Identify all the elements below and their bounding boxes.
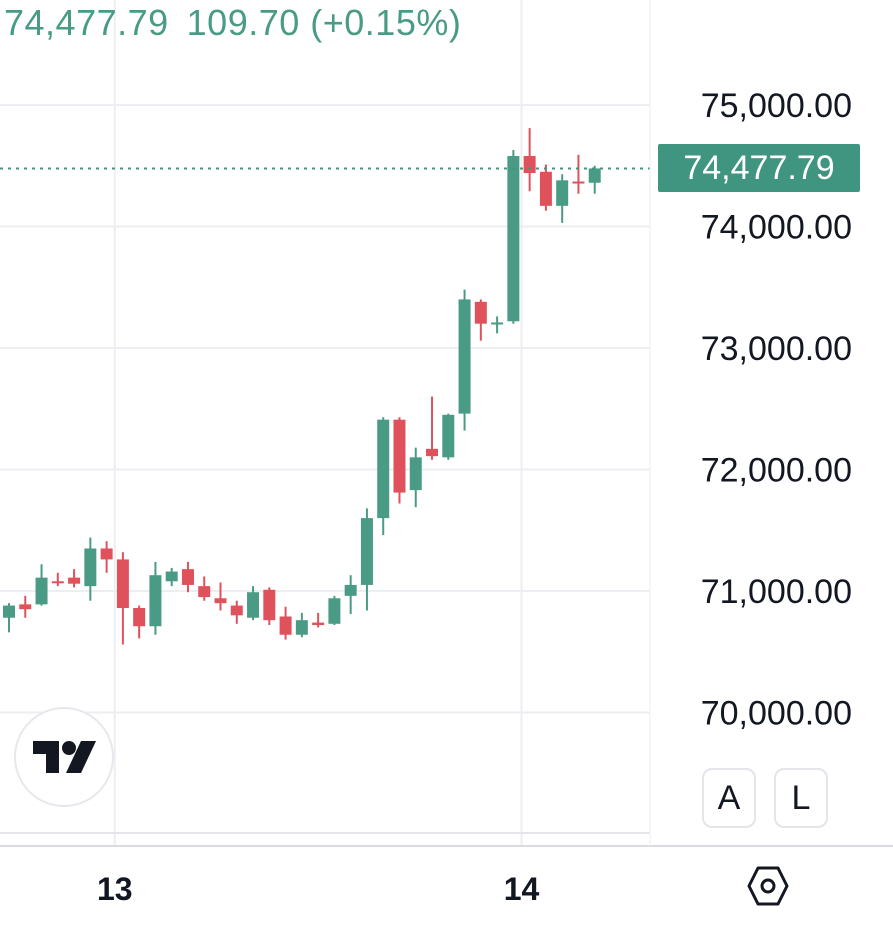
candle-body — [458, 299, 471, 414]
auto-scale-button[interactable]: A — [702, 768, 756, 828]
candle-body — [247, 592, 260, 618]
candle-body — [84, 548, 97, 587]
candle-down — [263, 587, 276, 626]
candle-body — [230, 605, 243, 616]
last-price-value: 74,477.79 — [4, 2, 169, 43]
candle-up — [165, 567, 178, 587]
candle-down — [426, 396, 439, 460]
price-tick-label: 74,000.00 — [701, 209, 852, 247]
candle-body — [149, 575, 162, 627]
candle-body — [51, 581, 64, 584]
candle-down — [474, 299, 487, 341]
candle-body — [263, 589, 276, 621]
candle-up — [35, 564, 48, 606]
price-tick-label: 73,000.00 — [701, 330, 852, 368]
candles — [3, 128, 601, 645]
candle-up — [377, 417, 390, 536]
candle-body — [295, 620, 308, 635]
candle-up — [3, 603, 15, 633]
candle-down — [198, 576, 211, 601]
candle-down — [51, 572, 64, 587]
candle-up — [491, 316, 504, 334]
candle-body — [588, 168, 601, 183]
candle-up — [84, 537, 97, 601]
candle-down — [572, 154, 585, 194]
tradingview-logo-icon[interactable] — [14, 707, 114, 807]
candle-down — [133, 605, 146, 639]
candle-down — [100, 541, 113, 573]
candle-body — [214, 598, 227, 604]
candle-body — [100, 548, 113, 560]
candle-up — [149, 561, 162, 635]
candle-body — [165, 571, 178, 582]
candle-body — [116, 559, 129, 609]
price-header: 74,477.79 109.70 (+0.15%) — [4, 2, 479, 44]
candle-down — [393, 417, 406, 504]
candle-body — [474, 301, 487, 324]
candle-up — [295, 612, 308, 638]
candle-down — [116, 552, 129, 645]
time-tick-label: 13 — [97, 871, 133, 907]
candle-body — [198, 586, 211, 598]
log-scale-button[interactable]: L — [774, 768, 828, 828]
hexagon-settings-icon[interactable] — [745, 862, 791, 910]
candle-body — [523, 156, 536, 174]
price-tick-label: 71,000.00 — [701, 573, 852, 611]
candle-body — [377, 419, 390, 519]
candle-up — [360, 508, 373, 611]
time-axis-labels: 13 14 — [97, 871, 540, 907]
candle-up — [442, 413, 455, 460]
candle-body — [181, 569, 194, 585]
candle-body — [360, 518, 373, 585]
candle-up — [588, 165, 601, 194]
price-tick-label: 70,000.00 — [701, 695, 852, 733]
candle-down — [523, 128, 536, 192]
candle-body — [442, 414, 455, 458]
price-axis-labels: 75,000.00 74,000.00 73,000.00 72,000.00 71,0… — [701, 87, 852, 733]
candle-body — [328, 598, 341, 624]
candle-body — [507, 156, 520, 322]
candle-body — [312, 622, 325, 626]
candle-down — [19, 595, 32, 618]
candle-body — [491, 322, 504, 325]
candle-body — [35, 577, 48, 605]
candle-down — [279, 606, 292, 640]
candle-up — [556, 174, 569, 223]
candle-body — [556, 180, 569, 206]
candle-down — [230, 600, 243, 624]
candle-down — [539, 164, 552, 211]
candle-down — [214, 582, 227, 611]
candle-up — [247, 586, 260, 621]
candle-body — [409, 457, 422, 491]
tradingview-logo-mark — [33, 741, 96, 773]
candle-body — [539, 171, 552, 206]
candle-down — [312, 612, 325, 628]
candle-up — [328, 595, 341, 626]
candle-body — [133, 608, 146, 627]
time-tick-label: 14 — [504, 871, 540, 907]
current-price-label: 74,477.79 — [658, 144, 860, 193]
price-tick-label: 72,000.00 — [701, 452, 852, 490]
candle-body — [426, 448, 439, 457]
candle-down — [68, 569, 81, 588]
candle-up — [507, 149, 520, 324]
price-change-value: 109.70 (+0.15%) — [186, 2, 462, 43]
candle-body — [572, 181, 585, 184]
candle-up — [409, 447, 422, 508]
candle-body — [3, 605, 15, 618]
grid-lines — [0, 0, 650, 846]
candle-body — [393, 419, 406, 493]
candle-body — [19, 604, 32, 610]
candle-up — [344, 575, 357, 615]
candle-up — [458, 289, 471, 431]
candle-body — [68, 577, 81, 584]
candle-down — [181, 561, 194, 593]
candle-body — [344, 584, 357, 596]
candle-body — [279, 616, 292, 635]
price-tick-label: 75,000.00 — [701, 87, 852, 125]
